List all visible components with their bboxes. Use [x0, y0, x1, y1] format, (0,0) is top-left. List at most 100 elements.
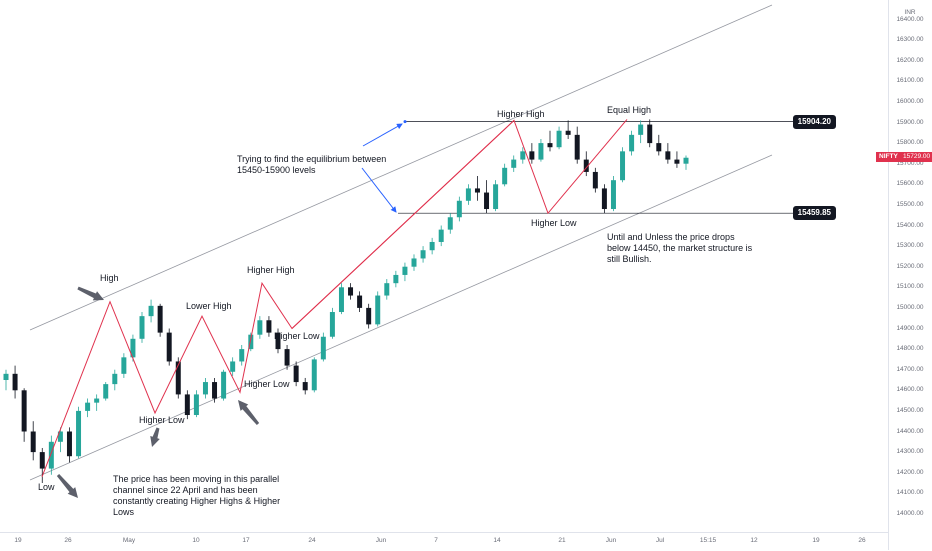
candle-body: [166, 332, 172, 362]
y-tick-label: 16300.00: [896, 36, 924, 44]
time-axis[interactable]: [0, 532, 888, 551]
candle-body: [284, 349, 290, 366]
candle-body: [511, 159, 517, 168]
pointer-high: [77, 286, 104, 301]
candle-body: [629, 134, 635, 152]
x-tick-label: 24: [308, 537, 316, 544]
x-tick-label: Jun: [375, 537, 387, 544]
candle-body: [538, 143, 544, 160]
candle-body: [384, 283, 390, 296]
y-tick-label: 16500.00: [888, 0, 932, 2]
candle-body: [411, 258, 417, 267]
candle-body: [248, 334, 254, 350]
candle-body: [547, 143, 553, 148]
x-tick-label: Jul: [655, 537, 665, 544]
channel-lower-line: [29, 154, 773, 481]
price-label-upper[interactable]: 15904.20: [792, 115, 836, 129]
pointer-higher-low-1: [150, 427, 160, 447]
candle-body: [48, 441, 54, 469]
candle-body: [674, 159, 680, 164]
zigzag-structure-line: [41, 119, 628, 478]
candle-body: [112, 373, 118, 385]
candle-body: [3, 373, 9, 380]
y-tick-label: 16100.00: [896, 77, 924, 85]
y-tick-label: 15800.00: [896, 139, 924, 147]
zigzag-impulse-line: [291, 120, 515, 329]
candle-body: [620, 151, 626, 181]
y-tick-label: 14400.00: [896, 427, 924, 435]
candle-body: [656, 143, 662, 152]
label-low: Low: [38, 482, 55, 492]
y-tick-label: 14700.00: [896, 365, 924, 373]
candle-body: [375, 295, 381, 325]
y-tick-label: 15000.00: [896, 303, 924, 311]
candle-body: [493, 184, 499, 210]
candle-body: [66, 431, 72, 457]
y-tick-label: 15700.00: [896, 159, 924, 167]
y-tick-label: 15100.00: [896, 283, 924, 291]
candle-body: [502, 167, 508, 185]
y-tick-label: 15300.00: [896, 242, 924, 250]
y-tick-label: 15200.00: [896, 262, 924, 270]
candle-body: [438, 229, 444, 242]
y-tick-label: 14600.00: [896, 386, 924, 394]
x-tick-label: 14: [493, 537, 501, 544]
price-label-lower[interactable]: 15459.85: [792, 206, 836, 220]
x-tick-label: 7: [434, 537, 438, 544]
candle-body: [420, 250, 426, 259]
candle-body: [175, 361, 181, 395]
candle-body: [329, 312, 335, 337]
candle-body: [583, 159, 589, 172]
candle-body: [320, 336, 326, 360]
candlesticks: [3, 119, 689, 483]
label-equal-high: Equal High: [607, 105, 652, 115]
candle-body: [529, 151, 535, 160]
candle-body: [574, 134, 580, 160]
note-channel: The price has been moving in this parall…: [113, 474, 281, 517]
candle-body: [221, 371, 227, 399]
arrow-to-upper: [362, 123, 403, 147]
candle-body: [447, 217, 453, 230]
candle-body: [12, 373, 18, 391]
candle-body: [348, 287, 354, 296]
channel-upper-line: [29, 4, 773, 331]
last-price-tag: 15729.00: [900, 152, 932, 162]
x-tick-label: May: [122, 537, 136, 544]
candle-body: [393, 274, 399, 284]
candle-body: [520, 151, 526, 160]
candle-body: [592, 171, 598, 189]
candle-body: [465, 188, 471, 201]
candle-body: [202, 382, 208, 395]
candle-body: [266, 320, 272, 333]
x-tick-label: 12: [750, 537, 758, 544]
x-tick-label: Jun: [605, 537, 617, 544]
candle-body: [357, 295, 363, 308]
pointer-low: [56, 474, 78, 498]
pointer-arrows: [56, 123, 403, 498]
zigzag-line: [41, 119, 628, 478]
candle-body: [148, 305, 154, 317]
candle-body: [130, 338, 136, 358]
candle-body: [565, 130, 571, 135]
candle-body: [76, 410, 82, 457]
candle-body: [157, 305, 163, 333]
price-axis[interactable]: [888, 0, 932, 550]
y-tick-label: 15600.00: [896, 180, 924, 188]
x-tick-label: 15:15: [699, 537, 717, 544]
x-tick-label: 26: [858, 537, 866, 544]
candle-body: [139, 316, 145, 339]
candle-body: [121, 357, 127, 374]
label-higher-low-2: Higher Low: [244, 379, 290, 389]
candle-body: [184, 394, 190, 416]
candle-body: [484, 192, 490, 210]
candle-body: [601, 188, 607, 210]
y-tick-label: 15900.00: [896, 118, 924, 126]
y-tick-label: 14800.00: [896, 345, 924, 353]
candle-body: [456, 200, 462, 218]
label-higher-low-1: Higher Low: [139, 415, 185, 425]
x-tick-label: 10: [192, 537, 200, 544]
candle-body: [94, 398, 100, 403]
symbol-tag: NIFTY: [876, 152, 901, 162]
price-line-anchor: [403, 120, 407, 124]
